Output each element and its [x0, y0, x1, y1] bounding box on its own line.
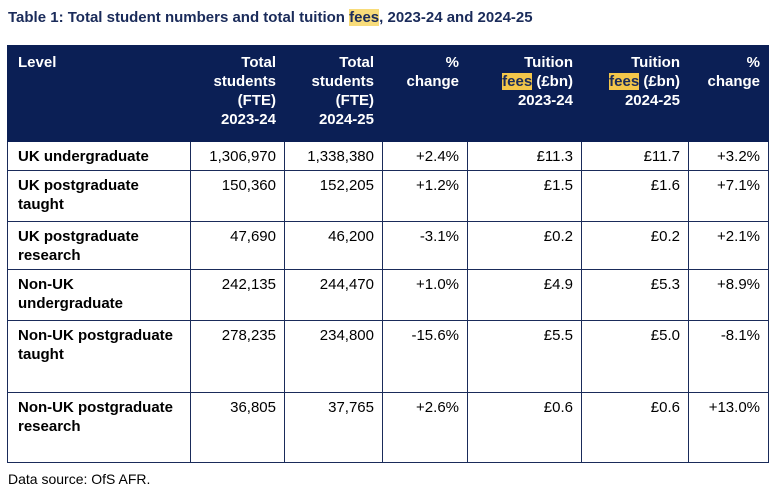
table-row: Non-UK postgraduate research 36,805 37,765… — [7, 392, 769, 463]
header-line: change — [406, 73, 459, 90]
students-2023-cell: 150,360 — [190, 170, 285, 222]
students-change-cell: -3.1% — [382, 221, 468, 270]
students-change-header: % change — [382, 45, 468, 142]
title-text-before: Table 1: Total student numbers and total… — [8, 9, 350, 26]
students-2023-header: Total students (FTE) 2023-24 — [190, 45, 285, 142]
data-source-note: Data source: OfS AFR. — [8, 471, 151, 487]
header-line: students — [311, 73, 374, 90]
header-line: (FTE) — [237, 92, 276, 109]
fees-2024-cell: £5.3 — [581, 269, 689, 321]
table-row: Non-UK undergraduate 242,135 244,470 +1.0% £… — [7, 269, 769, 321]
students-change-cell: +1.0% — [382, 269, 468, 321]
students-change-cell: +2.4% — [382, 141, 468, 171]
data-table-container: Level Total students (FTE) 2023-24 Total stude… — [7, 45, 769, 463]
fees-2023-cell: £4.9 — [467, 269, 582, 321]
header-line: 2024-25 — [318, 111, 374, 128]
students-2023-cell: 242,135 — [190, 269, 285, 321]
students-2023-cell: 36,805 — [190, 392, 285, 463]
level-header: Level — [7, 45, 191, 142]
students-2024-cell: 1,338,380 — [284, 141, 383, 171]
header-line: 2024-25 — [624, 92, 680, 109]
header-highlight: fees — [609, 73, 640, 90]
header-line: Total — [339, 54, 374, 71]
students-change-cell: +2.6% — [382, 392, 468, 463]
fees-change-header: % change — [688, 45, 769, 142]
title-text-after: , 2023-24 and 2024-25 — [379, 9, 533, 26]
students-change-cell: +1.2% — [382, 170, 468, 222]
table-header: Level Total students (FTE) 2023-24 Total stude… — [7, 45, 769, 142]
fees-2023-cell: £5.5 — [467, 320, 582, 393]
table-row: UK undergraduate 1,306,970 1,338,380 +2.4% £… — [7, 141, 769, 171]
fees-2024-cell: £1.6 — [581, 170, 689, 222]
header-line: fees (£bn) — [609, 73, 680, 90]
header-line: 2023-24 — [517, 92, 573, 109]
fees-change-cell: -8.1% — [688, 320, 769, 393]
header-line: Tuition — [524, 54, 573, 71]
level-cell: Non-UK postgraduate taught — [7, 320, 191, 393]
table-row: Non-UK postgraduate taught 278,235 234,800… — [7, 320, 769, 393]
title-highlight: fees — [349, 9, 380, 26]
table-body: UK undergraduate 1,306,970 1,338,380 +2.4% £… — [7, 141, 769, 463]
header-line: (FTE) — [335, 92, 374, 109]
fees-2024-header: Tuition fees (£bn) 2024-25 — [581, 45, 689, 142]
header-row: Level Total students (FTE) 2023-24 Total stude… — [7, 45, 769, 142]
students-2024-cell: 46,200 — [284, 221, 383, 270]
fees-2023-cell: £1.5 — [467, 170, 582, 222]
header-line: Total — [241, 54, 276, 71]
students-2024-cell: 37,765 — [284, 392, 383, 463]
students-2024-cell: 234,800 — [284, 320, 383, 393]
students-2024-cell: 244,470 — [284, 269, 383, 321]
fees-change-cell: +7.1% — [688, 170, 769, 222]
level-cell: UK undergraduate — [7, 141, 191, 171]
fees-change-cell: +2.1% — [688, 221, 769, 270]
header-highlight: fees — [502, 73, 533, 90]
header-line: change — [707, 73, 760, 90]
header-line: Tuition — [631, 54, 680, 71]
table-row: UK postgraduate research 47,690 46,200 -3.1… — [7, 221, 769, 270]
fees-2023-cell: £0.2 — [467, 221, 582, 270]
tuition-data-table: Level Total students (FTE) 2023-24 Total stude… — [7, 45, 769, 463]
fees-2024-cell: £11.7 — [581, 141, 689, 171]
level-cell: Non-UK postgraduate research — [7, 392, 191, 463]
students-2023-cell: 1,306,970 — [190, 141, 285, 171]
students-change-cell: -15.6% — [382, 320, 468, 393]
fees-change-cell: +3.2% — [688, 141, 769, 171]
fees-2024-cell: £0.6 — [581, 392, 689, 463]
header-line: % — [746, 54, 760, 71]
students-2023-cell: 47,690 — [190, 221, 285, 270]
header-line: students — [213, 73, 276, 90]
fees-2023-cell: £0.6 — [467, 392, 582, 463]
header-line: 2023-24 — [220, 111, 276, 128]
fees-2024-cell: £5.0 — [581, 320, 689, 393]
fees-change-cell: +13.0% — [688, 392, 769, 463]
students-2024-cell: 152,205 — [284, 170, 383, 222]
header-line: Level — [18, 54, 57, 71]
level-cell: UK postgraduate research — [7, 221, 191, 270]
fees-2023-header: Tuition fees (£bn) 2023-24 — [467, 45, 582, 142]
table-title: Table 1: Total student numbers and total… — [8, 9, 533, 26]
fees-change-cell: +8.9% — [688, 269, 769, 321]
level-cell: Non-UK undergraduate — [7, 269, 191, 321]
level-cell: UK postgraduate taught — [7, 170, 191, 222]
table-row: UK postgraduate taught 150,360 152,205 +1.2… — [7, 170, 769, 222]
fees-2024-cell: £0.2 — [581, 221, 689, 270]
header-line: fees (£bn) — [502, 73, 573, 90]
students-2023-cell: 278,235 — [190, 320, 285, 393]
fees-2023-cell: £11.3 — [467, 141, 582, 171]
students-2024-header: Total students (FTE) 2024-25 — [284, 45, 383, 142]
header-line: % — [445, 54, 459, 71]
